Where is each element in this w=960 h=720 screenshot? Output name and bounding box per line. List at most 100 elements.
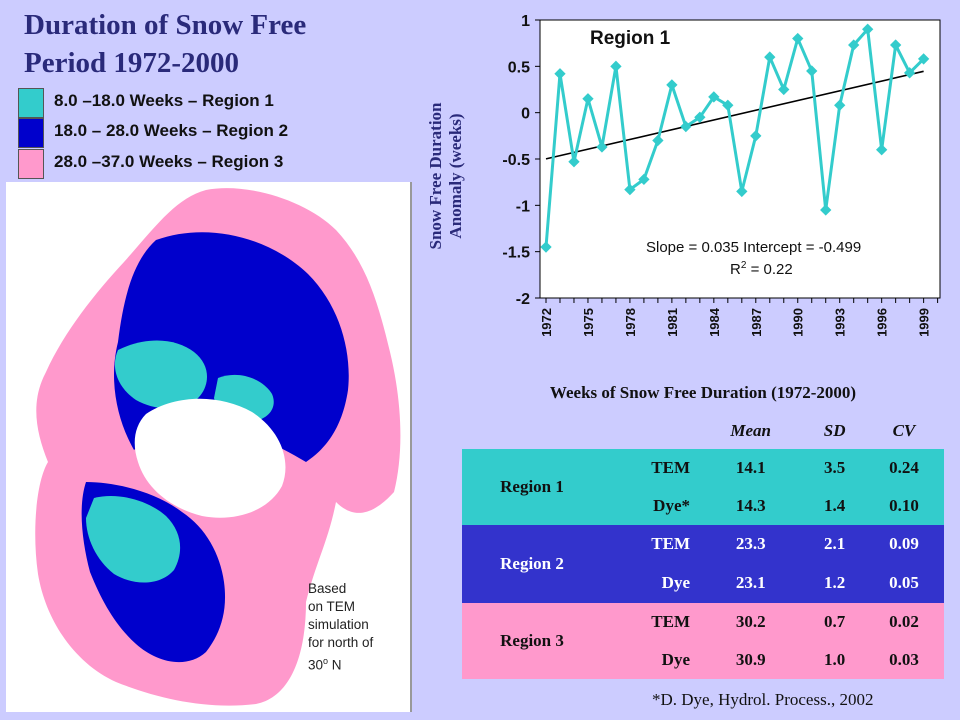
map-note-line: on TEM: [308, 599, 356, 614]
table-header-row: Mean SD CV: [462, 413, 944, 449]
table-header-cv: CV: [892, 421, 916, 440]
plot-area: [539, 19, 941, 299]
table-model-cell: Dye*: [653, 496, 690, 515]
y-axis-label-line-2: Anomaly (weeks): [446, 113, 465, 239]
regression-annotation: Slope = 0.035 Intercept = -0.499: [646, 239, 861, 256]
data-point: [582, 93, 594, 105]
table-header-mean: Mean: [730, 421, 771, 440]
map-note-degree: o: [323, 656, 329, 666]
legend-label-region-1: 8.0 –18.0 Weeks – Region 1: [54, 91, 274, 110]
table-header-blank: [602, 413, 696, 449]
data-point: [624, 183, 636, 196]
x-tick-label: 1981: [665, 308, 680, 337]
table-row: Region 3 TEM 30.2 0.7 0.02: [462, 602, 944, 650]
citation: *D. Dye, Hydrol. Process., 2002: [652, 690, 874, 709]
x-tick-label: 1987: [749, 308, 764, 337]
data-point: [638, 173, 650, 186]
table-mean-cell: 14.3: [735, 496, 766, 515]
x-tick-label: 1996: [875, 308, 890, 337]
data-point: [750, 130, 762, 142]
data-point: [876, 144, 888, 156]
y-tick-label: -1: [516, 198, 530, 215]
table-sd-cell: 3.5: [824, 458, 846, 477]
r-squared-annotation: R2 = 0.22: [730, 260, 793, 278]
y-tick-label: -2: [516, 291, 530, 308]
table-region-cell: Region 3: [500, 631, 564, 650]
data-point: [736, 185, 748, 198]
legend-swatch-region-3: [18, 149, 44, 179]
anomaly-line-chart: 1 0.5 0 -0.5 -1 -1.5 -2 1972 1975 1978 1981 1984 198…: [502, 13, 941, 337]
x-tick-label: 1984: [707, 307, 722, 337]
anomaly-chart-area: 1 0.5 0 -0.5 -1 -1.5 -2 1972 1975 1978 1981 1984 198…: [420, 0, 960, 370]
legend-swatch-region-2: [18, 118, 44, 148]
y-tick-label: 0.5: [508, 59, 530, 76]
table-model-cell: Dye: [602, 563, 696, 603]
title-line-2: Period 1972-2000: [24, 47, 240, 79]
table-mean-cell: 23.3: [696, 525, 806, 564]
data-point: [694, 111, 706, 123]
snow-free-duration-map: Based on TEM simulation for north of 30o…: [6, 182, 412, 712]
data-point: [889, 39, 902, 51]
legend-label-region-3: 28.0 –37.0 Weeks – Region 3: [54, 152, 284, 171]
data-point: [820, 204, 832, 216]
x-tick-label: 1975: [581, 308, 596, 337]
map-region-1-area-south: [86, 496, 181, 583]
y-tick-label: 0: [521, 106, 530, 123]
table-title-row: Weeks of Snow Free Duration (1972-2000): [462, 373, 944, 413]
table-row: Region 2 TEM 23.3 2.1 0.09: [462, 525, 944, 603]
table-model-cell: TEM: [602, 525, 696, 564]
series-line: [544, 25, 925, 248]
y-axis-label-line-1: Snow Free Duration: [426, 102, 445, 250]
x-tick-label: 1999: [917, 308, 932, 337]
x-tick-label: 1978: [623, 308, 638, 337]
table-cv-cell: 0.09: [863, 525, 944, 564]
table-cv-cell: 0.24: [889, 458, 919, 477]
data-point: [917, 53, 930, 65]
x-tick-label: 1993: [833, 308, 848, 337]
map-note-line: for north of: [308, 635, 374, 650]
map-note-line: simulation: [308, 617, 369, 632]
table-cv-cell: 0.05: [863, 563, 944, 603]
table-sd-cell: 2.1: [805, 525, 864, 564]
table-mean-cell: 30.2: [735, 612, 766, 631]
table-cv-cell: 0.10: [889, 496, 919, 515]
table-header-blank: [462, 413, 602, 449]
map-arctic-ocean: [134, 398, 286, 518]
map-note-line: Based: [308, 581, 347, 596]
slide-title: Duration of Snow Free Period 1972-2000: [24, 6, 424, 82]
map-note-latitude: 30: [308, 657, 324, 673]
table-mean-cell: 30.9: [735, 650, 766, 669]
data-point: [764, 51, 776, 63]
y-tick-label: 1: [521, 13, 530, 30]
chart-title: Region 1: [590, 28, 671, 49]
y-tick-label: -0.5: [502, 152, 530, 169]
x-tick-label: 1972: [539, 308, 554, 337]
table-cv-cell: 0.03: [889, 650, 919, 669]
x-tick-label: 1990: [791, 308, 806, 337]
table-region-cell: Region 2: [462, 525, 602, 603]
table-mean-cell: 23.1: [696, 563, 806, 603]
map-region-1-area-north: [114, 340, 207, 409]
map-source-note: Based on TEM simulation for north of 30o…: [308, 580, 408, 675]
data-point: [792, 32, 804, 45]
legend-label-region-2: 18.0 – 28.0 Weeks – Region 2: [54, 121, 289, 140]
map-note-line: 30o N: [308, 652, 408, 675]
table-model-cell: TEM: [651, 612, 690, 631]
table-header-sd: SD: [823, 421, 846, 440]
snow-free-stats-table-container: Weeks of Snow Free Duration (1972-2000) …: [462, 373, 944, 689]
chart-y-axis-label: Snow Free Duration Anomaly (weeks): [426, 56, 466, 296]
legend-swatch-region-1: [18, 88, 44, 118]
table-title: Weeks of Snow Free Duration (1972-2000): [549, 383, 857, 402]
table-sd-cell: 1.2: [805, 563, 864, 603]
table-row: Dye 23.1 1.2 0.05: [462, 563, 944, 603]
data-point: [848, 39, 860, 51]
y-tick-label: -1.5: [502, 245, 530, 262]
table-mean-cell: 14.1: [735, 458, 766, 477]
table-sd-cell: 1.4: [824, 496, 846, 515]
title-line-1: Duration of Snow Free: [24, 9, 307, 41]
data-point: [862, 23, 874, 35]
data-point: [596, 141, 608, 153]
data-point: [778, 83, 790, 96]
table-sd-cell: 1.0: [824, 650, 846, 669]
snow-free-stats-table: Weeks of Snow Free Duration (1972-2000) …: [462, 373, 944, 679]
